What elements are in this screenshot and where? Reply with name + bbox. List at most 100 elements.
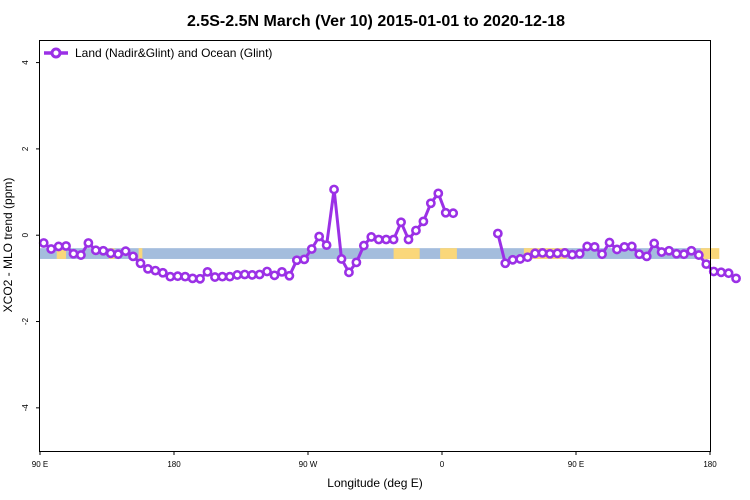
data-point: [314, 231, 325, 242]
data-point: [187, 273, 198, 284]
data-point: [172, 271, 183, 282]
data-point: [284, 270, 295, 281]
data-point: [202, 266, 213, 277]
data-point: [537, 248, 548, 258]
data-point: [515, 254, 526, 264]
data-point: [619, 241, 630, 252]
data-point: [641, 251, 652, 262]
data-point: [38, 238, 49, 248]
y-axis-label: XCO2 - MLO trend (ppm): [1, 178, 15, 313]
data-point: [396, 217, 406, 228]
data-point: [232, 270, 243, 280]
data-point: [626, 241, 637, 252]
land-band-segment: [393, 248, 420, 259]
data-point: [247, 270, 258, 280]
data-point: [61, 241, 71, 251]
data-point: [522, 252, 533, 263]
data-point: [433, 188, 444, 199]
data-point: [552, 248, 563, 259]
data-point: [418, 216, 429, 227]
data-point: [559, 248, 570, 258]
data-point: [210, 272, 220, 282]
ocean-band: [40, 248, 710, 259]
data-point: [262, 266, 272, 277]
data-point: [329, 184, 339, 195]
data-point: [507, 254, 518, 265]
chart-title: 2.5S-2.5N March (Ver 10) 2015-01-01 to 2…: [187, 13, 565, 30]
x-axis-label: Longitude (deg E): [327, 476, 422, 490]
data-point: [150, 265, 161, 276]
data-point: [582, 241, 593, 252]
data-point: [358, 240, 369, 251]
data-point: [113, 249, 124, 260]
data-point: [425, 198, 436, 209]
data-point: [574, 248, 585, 259]
data-point: [120, 246, 131, 257]
data-point: [105, 248, 116, 259]
x-tick-label: 180: [703, 460, 717, 469]
data-point: [693, 250, 704, 260]
y-tick-label: 0: [21, 232, 30, 237]
data-point: [500, 258, 511, 269]
data-point: [589, 241, 600, 252]
series-layer: [38, 184, 741, 284]
land-band-segment: [56, 248, 67, 259]
data-point: [634, 249, 645, 260]
data-point: [671, 248, 682, 259]
data-point: [664, 245, 674, 256]
data-point: [224, 271, 235, 282]
data-point: [612, 244, 622, 255]
x-tick-label: 90 E: [32, 460, 48, 469]
data-point: [411, 225, 421, 236]
data-point: [492, 228, 503, 239]
data-point: [135, 258, 146, 269]
x-tick-label: 0: [440, 460, 445, 469]
data-point: [46, 244, 57, 254]
data-point: [448, 208, 459, 219]
data-point: [351, 257, 362, 268]
data-point: [128, 251, 138, 262]
data-point: [76, 250, 86, 260]
x-axis: 90 E 180 90 W 0 90 E 180: [32, 451, 717, 469]
legend-marker: [50, 47, 62, 59]
data-point: [701, 259, 712, 270]
x-tick-label: 90 E: [568, 460, 584, 469]
data-point: [679, 249, 689, 260]
data-point: [731, 273, 741, 284]
data-point: [567, 249, 578, 260]
data-point: [403, 234, 414, 245]
data-point: [195, 273, 205, 284]
data-point: [90, 245, 101, 256]
series-line: [42, 188, 454, 281]
y-tick-label: -2: [21, 317, 30, 325]
data-point: [180, 271, 191, 282]
y-axis: 4 2 0 -2 -4: [21, 60, 40, 412]
data-point: [143, 263, 153, 274]
data-point: [254, 269, 265, 280]
data-point: [604, 237, 615, 248]
data-point: [388, 234, 399, 245]
data-point: [291, 255, 302, 266]
data-point: [708, 266, 719, 277]
data-point: [336, 254, 347, 264]
x-tick-label: 180: [167, 460, 181, 469]
data-point: [649, 238, 660, 249]
data-point: [366, 232, 377, 242]
data-point: [597, 249, 607, 260]
plot-frame: [39, 40, 711, 452]
data-point: [373, 234, 384, 245]
data-point: [344, 267, 354, 278]
data-point: [217, 271, 228, 282]
land-band-segment: [138, 248, 143, 259]
data-point: [239, 269, 250, 280]
data-point: [157, 267, 168, 278]
data-point: [716, 267, 727, 278]
legend: Land (Nadir&Glint) and Ocean (Glint): [44, 46, 272, 60]
data-point: [306, 244, 317, 254]
data-point: [98, 245, 109, 256]
y-tick-label: -4: [21, 404, 30, 412]
data-point: [381, 234, 392, 245]
data-point: [68, 248, 79, 259]
